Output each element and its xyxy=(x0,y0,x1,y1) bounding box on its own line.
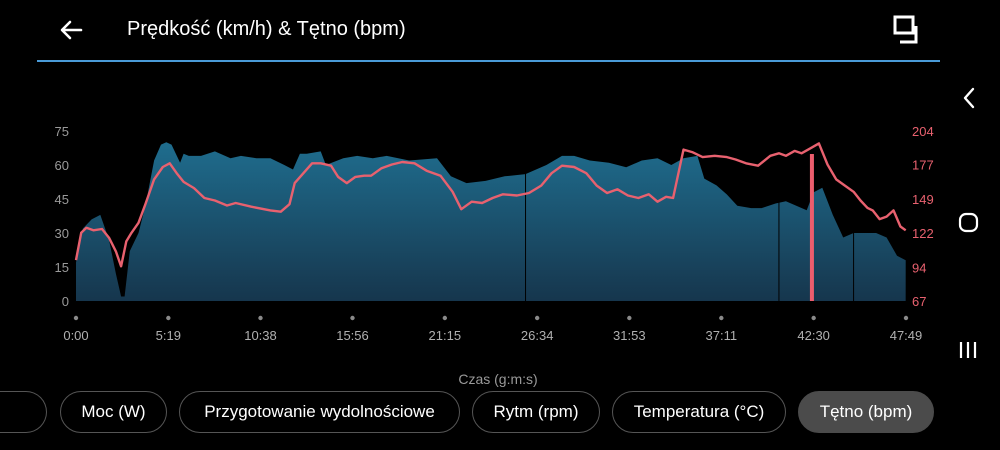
x-axis-tick-label: 42:30 xyxy=(797,328,830,343)
right-axis-tick-label: 94 xyxy=(912,260,926,275)
x-axis-tick-dot xyxy=(442,315,448,321)
x-axis-tick-label: 5:19 xyxy=(156,328,181,343)
left-axis-tick-label: 45 xyxy=(55,192,69,207)
x-axis-tick-label: 31:53 xyxy=(613,328,646,343)
circle-home-icon xyxy=(958,212,979,233)
x-axis-title: Czas (g:m:s) xyxy=(458,371,538,387)
right-axis-tick-label: 177 xyxy=(912,158,934,173)
app-header: Prędkość (km/h) & Tętno (bpm) xyxy=(0,0,940,62)
system-navigation-bar xyxy=(940,0,1000,450)
left-axis-tick-label: 0 xyxy=(62,294,69,309)
x-axis-tick-dot xyxy=(166,315,171,321)
left-axis-tick-label: 75 xyxy=(55,124,69,139)
speed-area-series[interactable] xyxy=(76,142,906,301)
fullscreen-toggle-icon xyxy=(893,15,918,44)
selected-position-marker[interactable] xyxy=(809,154,814,301)
x-axis-tick-dot xyxy=(719,315,724,321)
x-axis-tick-label: 21:15 xyxy=(429,328,462,343)
x-axis-tick-dot xyxy=(73,315,79,321)
right-axis-tick-label: 122 xyxy=(912,226,934,241)
speed-heart-rate-chart[interactable]: 0 15 30 45 60 75 67 94 122 149 177 204 0:00 5:19 10:38… xyxy=(0,0,940,350)
metric-chip[interactable] xyxy=(0,391,47,433)
x-axis-tick-label: 47:49 xyxy=(890,328,923,343)
system-recents-button[interactable] xyxy=(940,329,1000,369)
right-axis-tick-label: 67 xyxy=(912,294,926,309)
left-axis-tick-label: 60 xyxy=(55,158,69,173)
x-axis-tick-dot xyxy=(534,315,540,321)
x-axis-tick-dot xyxy=(627,315,632,321)
x-axis-tick-label: 26:34 xyxy=(521,328,554,343)
metric-chip[interactable]: Rytm (rpm) xyxy=(472,391,600,433)
x-axis-tick-dot xyxy=(811,315,816,321)
x-axis-tick-label: 15:56 xyxy=(336,328,369,343)
x-axis-tick-label: 37:11 xyxy=(706,328,738,343)
metric-chip[interactable]: Temperatura (°C) xyxy=(612,391,786,433)
metric-chip[interactable]: Przygotowanie wydolnościowe xyxy=(179,391,460,433)
x-axis-tick-label: 10:38 xyxy=(244,328,277,343)
right-axis-tick-label: 149 xyxy=(912,192,934,207)
left-axis-tick-label: 30 xyxy=(55,226,69,241)
system-home-button[interactable] xyxy=(940,203,1000,243)
metric-chip[interactable]: Moc (W) xyxy=(60,391,167,433)
x-axis-tick-dot xyxy=(258,315,263,321)
fullscreen-toggle-button[interactable] xyxy=(892,14,928,48)
metric-chip[interactable]: Tętno (bpm) xyxy=(798,391,934,433)
header-divider xyxy=(37,60,940,62)
x-axis-tick-dot xyxy=(903,315,909,321)
page-title: Prędkość (km/h) & Tętno (bpm) xyxy=(127,18,406,40)
metric-chip-row: Moc (W) Przygotowanie wydolnościowe Rytm (… xyxy=(0,391,940,437)
left-axis-tick-label: 15 xyxy=(55,260,69,275)
chevron-left-icon xyxy=(963,87,975,109)
x-axis-tick-dot xyxy=(350,315,355,321)
x-axis-tick-label: 0:00 xyxy=(63,328,88,343)
right-axis-tick-label: 204 xyxy=(912,124,934,139)
arrow-left-icon xyxy=(60,20,83,40)
system-back-button[interactable] xyxy=(940,78,1000,118)
back-button[interactable] xyxy=(56,14,88,46)
recents-icon xyxy=(959,342,977,358)
heart-rate-line-series[interactable] xyxy=(74,142,907,268)
